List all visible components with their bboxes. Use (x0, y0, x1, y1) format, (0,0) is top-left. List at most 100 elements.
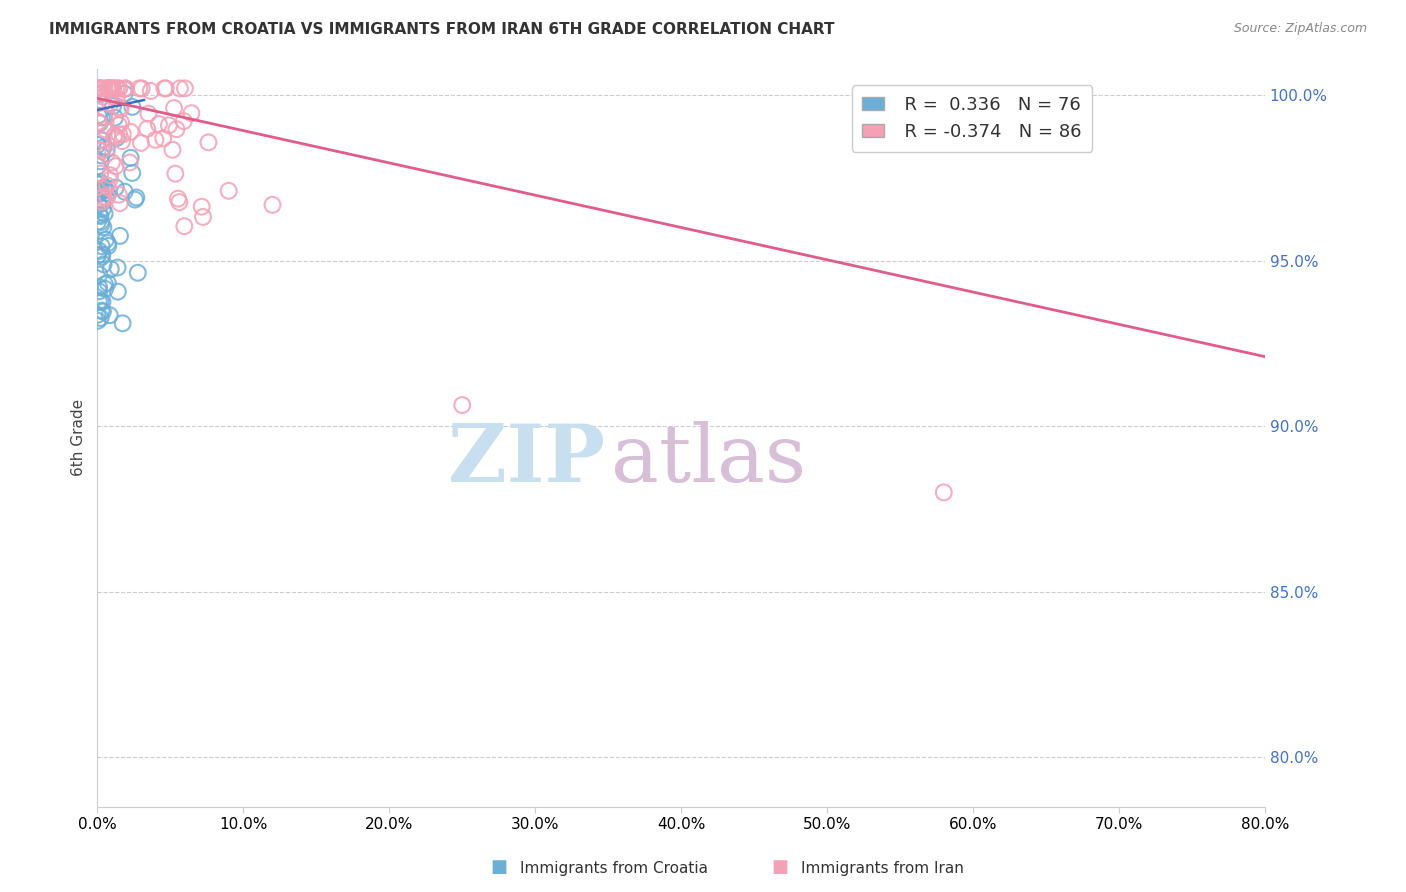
Point (87, 186, 110, 200)
Point (96, 186, 118, 200)
Point (87, 248, 110, 262)
Point (169, 81, 191, 95)
Point (94, 277, 117, 292)
Point (104, 81, 127, 95)
Point (139, 84, 162, 98)
Point (90, 239, 112, 253)
Text: ZIP: ZIP (449, 421, 605, 499)
Point (89, 81, 111, 95)
Point (114, 81, 136, 95)
Point (89, 209, 111, 223)
Point (148, 117, 170, 131)
Point (90, 111, 112, 125)
Point (155, 81, 177, 95)
Point (128, 81, 150, 95)
Point (145, 133, 167, 147)
Point (91, 133, 114, 147)
Point (174, 81, 197, 95)
Point (100, 81, 122, 95)
Point (89, 185, 111, 199)
Point (108, 100, 131, 114)
Point (98, 308, 121, 322)
Point (97, 81, 120, 95)
Point (93, 180, 115, 194)
Point (87, 197, 110, 211)
Point (120, 151, 142, 165)
Point (101, 155, 124, 169)
Point (114, 87, 136, 101)
Point (87, 81, 110, 95)
Point (91, 190, 114, 204)
Point (100, 81, 122, 95)
Point (87, 285, 110, 299)
Point (138, 106, 160, 120)
Point (91, 294, 114, 309)
Point (87, 143, 110, 157)
Point (121, 100, 143, 114)
Text: atlas: atlas (612, 421, 806, 499)
Point (101, 81, 124, 95)
Point (165, 122, 187, 136)
Point (110, 103, 132, 117)
Point (91, 89, 114, 103)
Point (94, 122, 117, 136)
Point (111, 316, 134, 330)
Point (91, 202, 114, 216)
Point (98, 173, 121, 187)
Point (90, 215, 112, 229)
Point (111, 134, 134, 148)
Point (105, 131, 128, 145)
Point (107, 81, 129, 95)
Point (87, 87, 110, 101)
Point (91, 304, 114, 318)
Point (89, 167, 111, 181)
Point (89, 244, 111, 258)
Y-axis label: 6th Grade: 6th Grade (72, 400, 86, 476)
Point (87, 109, 110, 123)
Point (91, 247, 114, 261)
Point (96, 190, 118, 204)
Text: IMMIGRANTS FROM CROATIA VS IMMIGRANTS FROM IRAN 6TH GRADE CORRELATION CHART: IMMIGRANTS FROM CROATIA VS IMMIGRANTS FR… (49, 22, 835, 37)
Point (89, 176, 111, 190)
Point (197, 136, 219, 150)
Point (87, 159, 110, 173)
Point (105, 91, 128, 105)
Point (167, 192, 190, 206)
Text: ■: ■ (491, 858, 508, 876)
Point (90, 310, 112, 325)
Point (90, 87, 112, 101)
Point (87, 208, 110, 222)
Point (108, 228, 131, 243)
Point (262, 198, 284, 212)
Point (87, 178, 110, 192)
Point (121, 166, 143, 180)
Point (90, 194, 112, 209)
Point (93, 140, 115, 154)
Point (162, 143, 184, 157)
Point (90, 154, 112, 169)
Point (90, 303, 112, 318)
Point (108, 118, 131, 132)
Point (191, 210, 214, 224)
Point (100, 262, 122, 277)
Point (90, 148, 112, 162)
Point (93, 81, 115, 95)
Point (218, 184, 240, 198)
Point (120, 125, 142, 139)
Point (173, 219, 195, 234)
Point (110, 116, 132, 130)
Point (90, 294, 112, 309)
Point (108, 81, 131, 95)
Point (89, 182, 111, 196)
Point (90, 87, 112, 101)
Point (93, 220, 115, 235)
Point (118, 155, 141, 169)
Point (89, 116, 111, 130)
Point (129, 136, 152, 150)
Point (152, 131, 174, 145)
Point (108, 128, 131, 142)
Point (87, 215, 110, 229)
Point (86, 137, 108, 152)
Point (451, 398, 474, 412)
Text: Immigrants from Iran: Immigrants from Iran (801, 861, 965, 876)
